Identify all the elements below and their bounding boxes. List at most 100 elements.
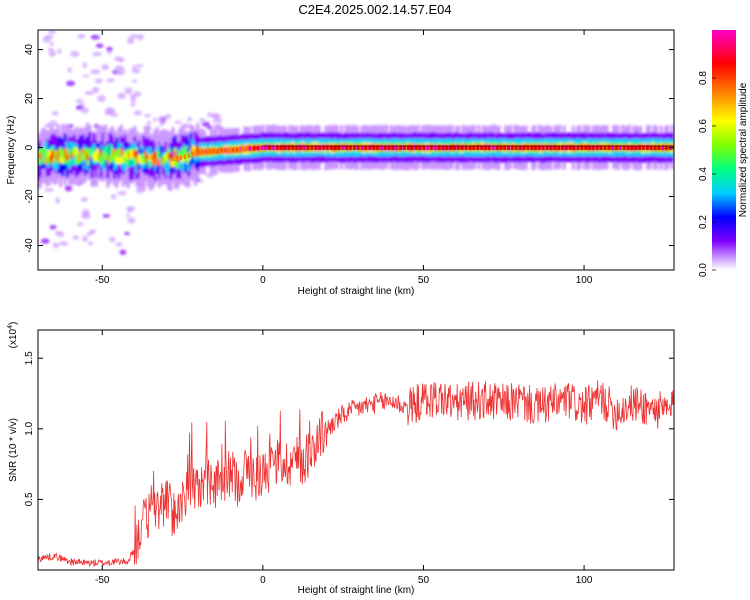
spectrogram-band-cell	[230, 147, 235, 154]
spectrogram-band-cell	[169, 159, 174, 167]
spectrogram-ridge-cell	[588, 145, 591, 150]
spectrogram-band-cell	[39, 153, 43, 161]
spectrogram-band-cell	[166, 152, 170, 160]
spectrogram-band-cell	[140, 153, 145, 161]
spectrogram-band-cell	[315, 144, 320, 151]
spectrogram-band-cell	[41, 154, 45, 163]
spectrogram-ridge-cell	[426, 145, 429, 150]
spectrogram-ridge-cell	[387, 145, 391, 150]
spectrogram-ridge-cell	[642, 145, 645, 150]
spectrogram-band-cell	[123, 153, 127, 162]
spectrogram-ridge-cell	[626, 145, 630, 150]
spectrogram-band-cell	[351, 143, 355, 150]
spectrogram-ridge-cell	[306, 145, 310, 150]
spectrogram-noise-blob	[81, 209, 90, 216]
spectrogram-band-cell	[307, 144, 312, 151]
spectrogram-band-cell	[385, 145, 389, 152]
spectrogram-ridge-cell	[249, 146, 252, 151]
spectrogram-band-cell	[158, 158, 162, 167]
spectrogram-band-cell	[171, 159, 175, 168]
spectrogram-ridge-cell	[511, 145, 514, 150]
spectrogram-ridge-cell	[576, 145, 580, 150]
spectrogram-noise-blob	[82, 235, 88, 242]
spectrogram-band-cell	[450, 144, 455, 150]
spectrogram-ridge-cell	[195, 151, 198, 156]
spectrogram-band-cell	[152, 158, 156, 166]
spectrogram-ridge-cell	[464, 145, 468, 150]
snr-frame	[37, 329, 675, 571]
spectrogram-noise-blob	[72, 235, 79, 240]
spectrogram-ridge-cell	[568, 145, 572, 150]
spectrogram-ridge-cell	[264, 145, 268, 150]
spectrogram-band-cell	[136, 156, 140, 164]
spectrogram-ridge-cell	[499, 145, 503, 150]
spectrogram-band-cell	[389, 144, 394, 151]
spectrogram-band-cell	[165, 153, 169, 175]
spectrogram-band-cell	[182, 149, 186, 158]
spectrogram-band-cell	[643, 144, 647, 151]
spectrogram-ridge-cell	[434, 145, 437, 150]
spectrogram-band-cell	[42, 147, 46, 160]
spectrogram-band-cell	[497, 144, 501, 151]
spectrogram-band-cell	[185, 156, 190, 165]
spectrogram-panel: -50 0 50 100 -40 -20 0 20 40 Height of straight…	[6, 29, 675, 297]
spectrogram-band-cell	[535, 144, 540, 151]
spectrogram-band-cell	[67, 147, 71, 155]
spectrogram-noise-blob	[80, 197, 89, 202]
spectrogram-ridge-cell	[514, 145, 518, 150]
spectrogram-band-cell	[164, 152, 169, 161]
spectrogram-band-cell	[393, 144, 397, 151]
snr-y-axis-label: SNR (10 * v/v)	[8, 418, 19, 482]
spectrogram-noise-blob	[159, 116, 167, 124]
spectrogram-band-cell	[544, 144, 548, 150]
spectrogram-band-cell	[200, 148, 204, 155]
spectrogram-band-cell	[605, 144, 609, 151]
spectrogram-ridge-cell	[210, 149, 214, 154]
spectrogram-band-cell	[558, 145, 562, 151]
spectrogram-band-cell	[42, 156, 47, 165]
spectrogram-band-cell	[458, 144, 463, 151]
spectrogram-noise-blob	[110, 194, 117, 200]
spectrogram-noise-blob	[86, 231, 91, 236]
spectrogram-noise-blob	[48, 50, 56, 57]
spectrogram-band-cell	[258, 145, 262, 152]
spectrogram-ridge-cell	[549, 145, 553, 150]
spectrogram-ridge-cell	[507, 145, 510, 150]
spectrogram-band-cell	[486, 143, 490, 150]
spectrogram-noise-blob	[49, 41, 54, 47]
snr-y-ticks: 0.5 1.0 1.5	[24, 351, 674, 506]
spectrogram-band-cell	[46, 154, 50, 163]
spectrogram-band-cell	[57, 148, 61, 156]
spectrogram-ridge-cell	[484, 145, 487, 150]
spectrogram-band-cell	[428, 144, 432, 151]
spectrogram-band-cell	[60, 156, 64, 164]
spectrogram-band-cell	[81, 148, 85, 156]
spectrogram-noise-blob	[82, 74, 90, 78]
spectrogram-band-cell	[555, 145, 559, 151]
spectrogram-ridge-cell	[372, 145, 375, 150]
spectrogram-band-cell	[90, 152, 94, 166]
spectrogram-band-cell	[144, 151, 148, 159]
spectrogram-band-cell	[99, 150, 103, 159]
spectrogram-noise-blob	[92, 51, 103, 57]
spectrogram-y-tick-label: 0	[24, 144, 35, 150]
spectrogram-band-cell	[111, 148, 116, 156]
spectrogram-noise-blob	[48, 120, 58, 127]
spectrogram-band-cell	[179, 149, 183, 157]
spectrogram-noise-blob	[131, 68, 141, 74]
spectrogram-noise-blob	[44, 34, 54, 40]
spectrogram-y-tick-label: 20	[24, 93, 35, 105]
spectrogram-band-cell	[115, 156, 119, 165]
spectrogram-ridge-cell	[225, 148, 229, 153]
spectrogram-band-cell	[108, 155, 112, 163]
spectrogram-band-cell	[662, 143, 667, 150]
spectrogram-noise-blob	[69, 51, 80, 57]
spectrogram-ridge-cell	[252, 146, 256, 151]
spectrogram-band-cell	[585, 144, 589, 151]
spectrogram-noise-blob	[91, 86, 100, 94]
spectrogram-band-cell	[216, 148, 220, 155]
spectrogram-band-cell	[519, 145, 524, 152]
spectrogram-noise-blob	[52, 242, 60, 249]
spectrogram-noise-blob	[95, 43, 104, 49]
spectrogram-ridge-cell	[291, 145, 294, 150]
